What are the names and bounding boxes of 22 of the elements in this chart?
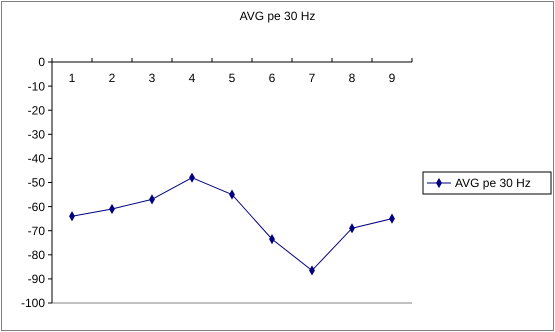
x-tick-label: 3 [148, 71, 156, 85]
y-tick-label: 0 [38, 55, 46, 70]
x-tick-label: 2 [108, 71, 116, 85]
y-tick-label: -20 [28, 103, 46, 118]
x-tick-label: 7 [308, 71, 316, 85]
y-tick-label: -60 [28, 200, 46, 214]
legend-label: AVG pe 30 Hz [455, 176, 531, 190]
y-tick-label: -70 [28, 224, 46, 238]
y-tick-label: -80 [28, 248, 46, 262]
x-tick-label: 4 [188, 71, 196, 85]
x-tick-label: 6 [268, 71, 276, 85]
x-tick-label: 5 [228, 71, 236, 85]
chart-title: AVG pe 30 Hz [240, 9, 316, 23]
y-tick-label: -30 [28, 128, 46, 142]
x-tick-label: 9 [388, 71, 396, 85]
y-tick-label: -100 [20, 296, 46, 310]
y-tick-label: -90 [28, 272, 46, 286]
y-tick-label: -50 [28, 176, 46, 190]
x-tick-label: 8 [348, 71, 356, 85]
y-tick-label: -40 [28, 152, 46, 166]
y-tick-label: -10 [28, 79, 46, 94]
x-tick-label: 1 [68, 71, 76, 85]
